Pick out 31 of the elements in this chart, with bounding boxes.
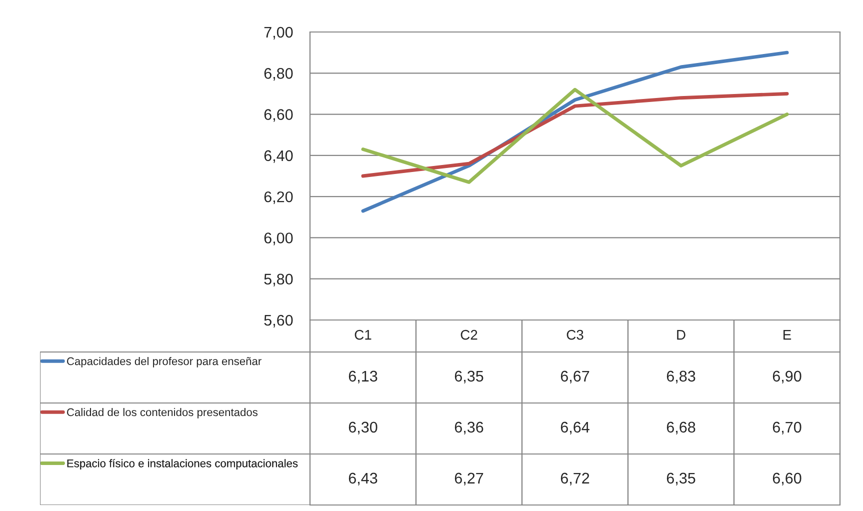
data-label: 6,60: [772, 472, 802, 486]
data-label: 6,70: [772, 422, 802, 434]
x-tick-label: C1: [354, 330, 372, 340]
y-tick-label: 6,20: [264, 191, 293, 204]
legend-label: Calidad de los contenidos presentados: [67, 408, 258, 418]
data-label: 6,27: [454, 472, 484, 486]
data-label: 6,72: [560, 472, 590, 486]
data-label: 6,90: [772, 370, 802, 384]
data-label: 6,36: [454, 422, 484, 434]
data-label: 6,67: [560, 370, 590, 384]
y-tick-label: 6,00: [264, 232, 293, 246]
y-tick-label: 5,60: [264, 314, 293, 328]
data-label: 6,35: [454, 370, 484, 384]
x-tick-label: D: [677, 330, 686, 340]
data-label: 6,43: [348, 472, 378, 486]
data-label: 6,13: [348, 370, 378, 384]
data-label: 6,68: [666, 422, 696, 434]
y-tick-label: 6,40: [264, 150, 293, 163]
y-tick-label: 6,60: [264, 109, 293, 122]
data-label: 6,83: [666, 370, 696, 384]
legend-label: Espacio físico e instalaciones computacionales: [67, 459, 298, 470]
data-label: 6,30: [348, 422, 378, 434]
data-label: 6,35: [666, 472, 696, 486]
y-tick-label: 5,80: [264, 274, 293, 286]
x-tick-label: C2: [460, 330, 478, 340]
x-tick-label: E: [784, 330, 792, 340]
y-tick-label: 7,00: [264, 26, 293, 40]
x-tick-label: C3: [566, 330, 584, 340]
legend-label: Capacidades del profesor para enseñar: [67, 357, 262, 368]
y-tick-label: 6,80: [264, 68, 293, 81]
data-label: 6,64: [560, 422, 590, 434]
